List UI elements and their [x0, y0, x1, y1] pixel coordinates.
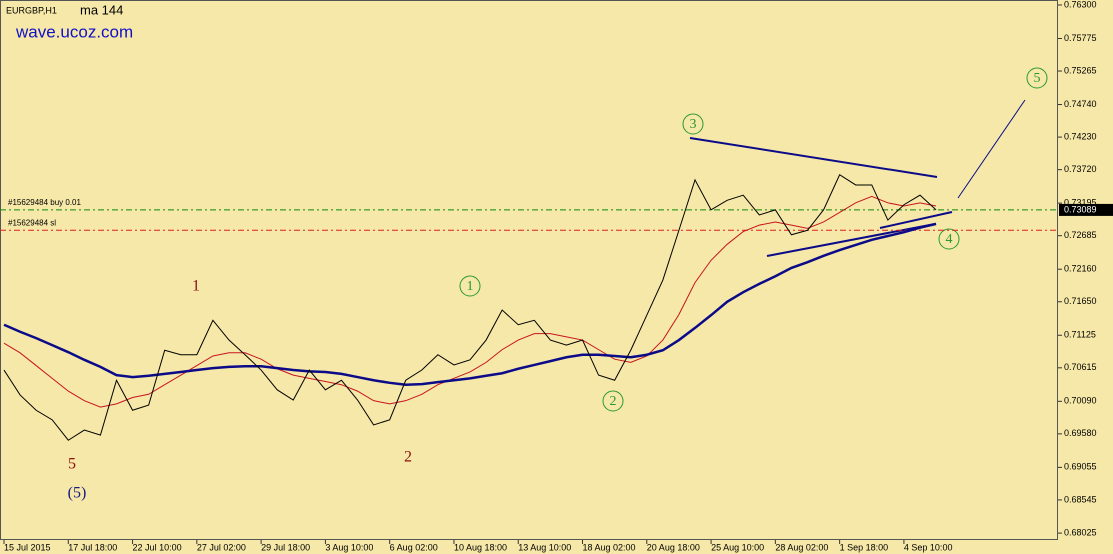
y-tick-label: 0.72160 — [1064, 264, 1097, 274]
circle — [682, 113, 704, 135]
y-tick-label: 0.70090 — [1064, 396, 1097, 406]
x-tick-label: 15 Jul 2015 — [4, 542, 51, 552]
x-tick-label: 1 Sep 18:00 — [840, 542, 889, 552]
x-tick-label: 20 Aug 18:00 — [647, 542, 700, 552]
circle — [938, 228, 960, 250]
wave-label: 1 — [192, 278, 200, 295]
x-tick-label: 28 Aug 02:00 — [775, 542, 828, 552]
y-tick-label: 0.70615 — [1064, 362, 1097, 372]
trendline — [689, 137, 938, 178]
circles — [459, 67, 1048, 412]
circled-label: 5 — [1034, 71, 1041, 86]
y-tick-label: 0.69055 — [1064, 462, 1097, 472]
y-tick-label: 0.72685 — [1064, 230, 1097, 240]
y-tick-label: 0.76300 — [1064, 0, 1097, 9]
wave-label: 5 — [68, 456, 76, 473]
x-tick-label: 13 Aug 10:00 — [518, 542, 571, 552]
circled-label: 2 — [610, 394, 617, 409]
y-tick-label: 0.73720 — [1064, 164, 1097, 174]
x-tick-label: 17 Jul 18:00 — [68, 542, 117, 552]
circled-label: 3 — [690, 117, 697, 132]
y-tick-label: 0.71125 — [1064, 330, 1096, 340]
series-line — [3, 174, 937, 441]
x-tick-label: 18 Aug 02:00 — [583, 542, 636, 552]
y-tick-label: 0.68545 — [1064, 494, 1097, 504]
x-tick-label: 3 Aug 10:00 — [325, 542, 373, 552]
price-tag — [1059, 203, 1113, 216]
wave-label: (5) — [68, 485, 87, 502]
y-tick-label: 0.68025 — [1064, 527, 1097, 537]
y-tick-label: 0.73195 — [1064, 198, 1097, 208]
y-tick-label: 0.75265 — [1064, 65, 1097, 75]
price-tag-label: 0.73089 — [1064, 204, 1097, 214]
y-tick-label: 0.69580 — [1064, 428, 1097, 438]
circled-label: 4 — [946, 232, 953, 247]
wave-label: 2 — [404, 449, 412, 466]
order-label: #15629484 buy 0.01 — [8, 198, 82, 207]
x-tick-label: 4 Sep 10:00 — [904, 542, 953, 552]
y-tick-label: 0.74230 — [1064, 131, 1097, 141]
x-tick-label: 27 Jul 02:00 — [197, 542, 246, 552]
y-tick-label: 0.74740 — [1064, 99, 1097, 109]
circle — [602, 390, 624, 412]
y-tick-label: 0.75775 — [1064, 33, 1097, 43]
indicator-name: ma 144 — [80, 2, 123, 17]
x-tick-label: 22 Jul 10:00 — [133, 542, 182, 552]
x-tick-label: 10 Aug 18:00 — [454, 542, 507, 552]
chart-title: EURGBP,H1 — [6, 5, 57, 15]
watermark: wave.ucoz.com — [15, 22, 133, 41]
x-tick-label: 25 Aug 10:00 — [711, 542, 764, 552]
series-line — [3, 222, 937, 386]
trendlines — [689, 99, 1026, 257]
circle — [1026, 67, 1048, 89]
trendline — [879, 211, 953, 229]
x-tick-label: 6 Aug 02:00 — [390, 542, 438, 552]
series-line — [3, 195, 937, 408]
plot-frame — [0, 0, 1058, 540]
order-label: #15629484 sl — [8, 218, 56, 227]
x-tick-label: 29 Jul 18:00 — [261, 542, 310, 552]
circle — [459, 275, 481, 297]
trendline — [766, 223, 936, 257]
projection-line — [957, 99, 1026, 199]
circled-label: 1 — [467, 279, 474, 294]
y-tick-label: 0.71650 — [1064, 296, 1097, 306]
